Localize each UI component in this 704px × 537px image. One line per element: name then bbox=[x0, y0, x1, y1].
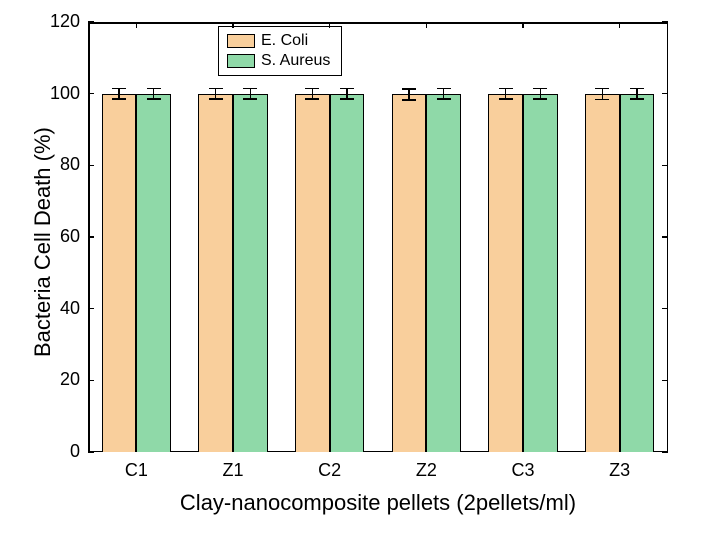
y-tick-label: 100 bbox=[40, 83, 80, 104]
bar bbox=[523, 94, 558, 452]
plot-area bbox=[88, 22, 668, 452]
bar bbox=[102, 94, 137, 452]
error-cap bbox=[402, 88, 416, 90]
x-tick-label: C1 bbox=[125, 460, 148, 481]
error-cap bbox=[147, 98, 161, 100]
error-cap bbox=[340, 88, 354, 90]
bar bbox=[330, 94, 365, 452]
x-tick-label: Z1 bbox=[222, 460, 243, 481]
error-cap bbox=[209, 98, 223, 100]
x-tick bbox=[329, 22, 331, 28]
y-tick bbox=[662, 308, 668, 310]
bar bbox=[295, 94, 330, 452]
y-tick bbox=[662, 380, 668, 382]
bar bbox=[620, 94, 655, 452]
y-tick-label: 120 bbox=[40, 11, 80, 32]
error-cap bbox=[209, 88, 223, 90]
error-cap bbox=[340, 98, 354, 100]
legend-item: E. Coli bbox=[227, 31, 333, 51]
x-tick-label: Z2 bbox=[416, 460, 437, 481]
y-tick bbox=[662, 21, 668, 23]
x-tick-label: C3 bbox=[511, 460, 534, 481]
legend-swatch bbox=[227, 54, 255, 68]
bar-chart: Bacteria Cell Death (%) Clay-nanocomposi… bbox=[0, 0, 704, 537]
error-cap bbox=[112, 88, 126, 90]
bar bbox=[585, 94, 620, 452]
error-cap bbox=[595, 88, 609, 90]
legend-label: S. Aureus bbox=[261, 51, 330, 71]
x-tick-label: C2 bbox=[318, 460, 341, 481]
x-tick bbox=[136, 22, 138, 28]
x-axis-label: Clay-nanocomposite pellets (2pellets/ml) bbox=[180, 490, 576, 516]
error-cap bbox=[533, 88, 547, 90]
y-tick bbox=[88, 165, 94, 167]
error-cap bbox=[305, 98, 319, 100]
legend: E. Coli S. Aureus bbox=[218, 26, 342, 76]
y-tick bbox=[662, 451, 668, 453]
y-tick bbox=[88, 21, 94, 23]
error-cap bbox=[402, 99, 416, 101]
x-tick bbox=[426, 22, 428, 28]
bar bbox=[488, 94, 523, 452]
error-cap bbox=[147, 88, 161, 90]
error-cap bbox=[630, 98, 644, 100]
bar bbox=[426, 94, 461, 452]
x-tick bbox=[522, 22, 524, 28]
error-cap bbox=[243, 88, 257, 90]
error-cap bbox=[437, 88, 451, 90]
y-tick bbox=[88, 236, 94, 238]
x-tick bbox=[232, 22, 234, 28]
legend-label: E. Coli bbox=[261, 31, 308, 51]
x-tick bbox=[619, 22, 621, 28]
y-tick-label: 0 bbox=[40, 441, 80, 462]
error-cap bbox=[437, 98, 451, 100]
y-tick-label: 20 bbox=[40, 369, 80, 390]
legend-swatch bbox=[227, 34, 255, 48]
error-cap bbox=[595, 99, 609, 101]
y-tick-label: 80 bbox=[40, 154, 80, 175]
y-tick bbox=[662, 93, 668, 95]
error-cap bbox=[112, 98, 126, 100]
bar bbox=[233, 94, 268, 452]
bar bbox=[136, 94, 171, 452]
y-tick-label: 40 bbox=[40, 298, 80, 319]
axis-frame bbox=[88, 451, 668, 453]
x-tick-label: Z3 bbox=[609, 460, 630, 481]
legend-item: S. Aureus bbox=[227, 51, 333, 71]
y-tick-label: 60 bbox=[40, 226, 80, 247]
y-tick bbox=[662, 165, 668, 167]
error-cap bbox=[499, 98, 513, 100]
bar bbox=[198, 94, 233, 452]
axis-frame bbox=[88, 22, 668, 24]
error-cap bbox=[533, 98, 547, 100]
y-tick bbox=[88, 451, 94, 453]
error-cap bbox=[305, 88, 319, 90]
y-tick bbox=[88, 308, 94, 310]
error-cap bbox=[630, 88, 644, 90]
y-tick bbox=[88, 380, 94, 382]
error-cap bbox=[499, 88, 513, 90]
y-tick bbox=[662, 236, 668, 238]
y-tick bbox=[88, 93, 94, 95]
bar bbox=[392, 94, 427, 452]
error-cap bbox=[243, 98, 257, 100]
